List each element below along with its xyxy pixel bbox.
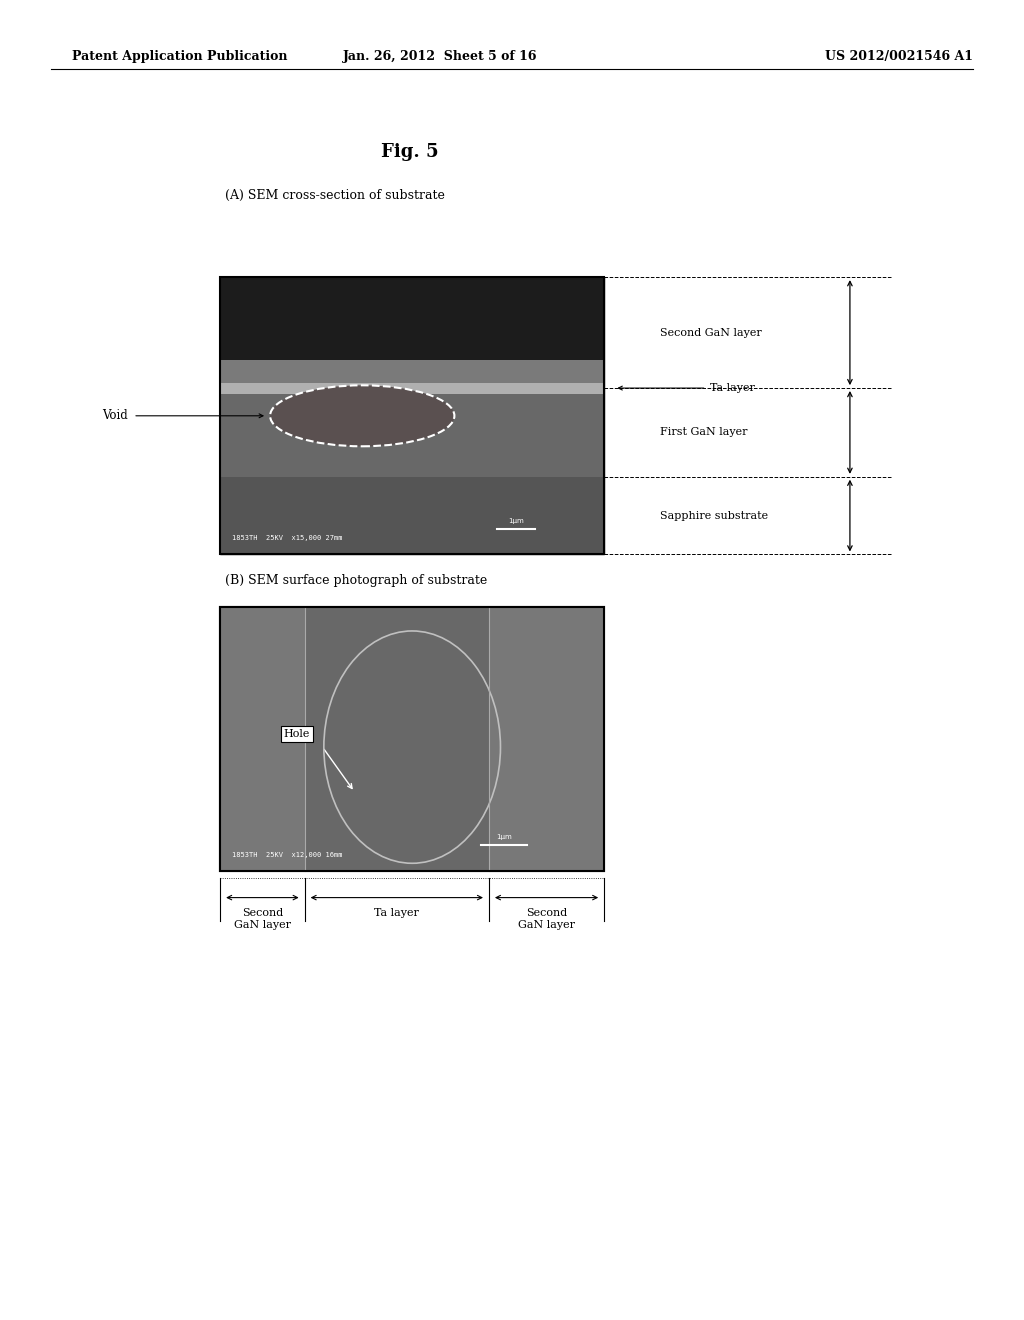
Text: Ta layer: Ta layer (710, 383, 755, 393)
Text: (B) SEM surface photograph of substrate: (B) SEM surface photograph of substrate (225, 574, 487, 587)
Text: Fig. 5: Fig. 5 (381, 143, 438, 161)
Bar (220, 393, 604, 477)
Text: Ta layer: Ta layer (375, 908, 419, 919)
Bar (220, 277, 604, 554)
Bar (305, 607, 489, 871)
Bar (220, 277, 604, 554)
Text: 1µm: 1µm (497, 833, 512, 840)
Bar (220, 277, 604, 360)
Text: Sapphire substrate: Sapphire substrate (660, 511, 769, 520)
Bar (220, 477, 604, 554)
Bar (488, 607, 604, 871)
Text: 1µm: 1µm (508, 519, 523, 524)
Text: 1853TH  25KV  x12,000 16mm: 1853TH 25KV x12,000 16mm (231, 851, 342, 858)
Text: Void: Void (102, 409, 128, 422)
Bar (220, 607, 305, 871)
Text: Second
GaN layer: Second GaN layer (518, 908, 575, 929)
Text: Second GaN layer: Second GaN layer (660, 327, 762, 338)
Text: First GaN layer: First GaN layer (660, 428, 748, 437)
Text: US 2012/0021546 A1: US 2012/0021546 A1 (824, 50, 973, 63)
Text: Hole: Hole (284, 729, 310, 739)
Text: 1853TH  25KV  x15,000 27mm: 1853TH 25KV x15,000 27mm (231, 535, 342, 541)
Bar (220, 360, 604, 388)
Ellipse shape (270, 385, 455, 446)
Bar (220, 607, 604, 871)
Text: Second
GaN layer: Second GaN layer (233, 908, 291, 929)
Bar (220, 383, 604, 393)
Text: (A) SEM cross-section of substrate: (A) SEM cross-section of substrate (225, 189, 445, 202)
Bar (220, 607, 604, 871)
Text: Patent Application Publication: Patent Application Publication (72, 50, 287, 63)
Text: Jan. 26, 2012  Sheet 5 of 16: Jan. 26, 2012 Sheet 5 of 16 (343, 50, 538, 63)
